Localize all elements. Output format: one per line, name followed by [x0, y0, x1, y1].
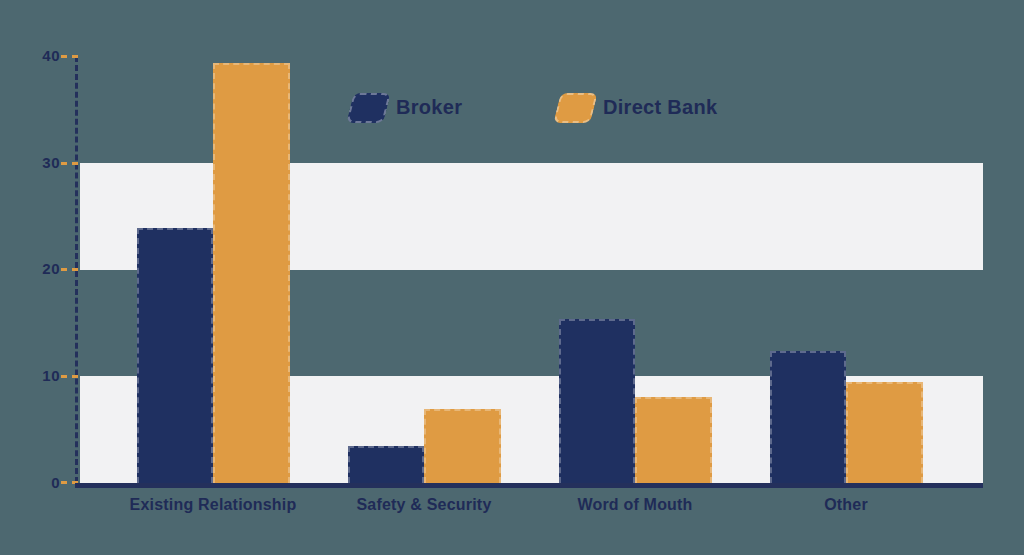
x-category-label-other: Other — [726, 496, 966, 514]
y-tick-40 — [61, 55, 78, 58]
bar-direct-bank-existing-relationship — [213, 63, 290, 483]
y-tick-label-10: 10 — [14, 367, 60, 385]
legend-swatch-broker — [346, 93, 390, 123]
y-tick-10 — [61, 375, 78, 378]
bar-chart: 40 30 20 10 0 Broker Direct Bank Existin… — [0, 0, 1024, 555]
bar-direct-bank-word-of-mouth — [635, 397, 712, 483]
x-category-label-word-of-mouth: Word of Mouth — [515, 496, 755, 514]
bar-direct-bank-other — [846, 382, 923, 483]
y-tick-20 — [61, 268, 78, 271]
y-tick-label-20: 20 — [14, 260, 60, 278]
bar-broker-word-of-mouth — [559, 319, 635, 483]
x-category-label-existing-relationship: Existing Relationship — [93, 496, 333, 514]
bar-direct-bank-safety-security — [424, 409, 501, 483]
y-tick-label-30: 30 — [14, 154, 60, 172]
legend-swatch-direct-bank — [553, 93, 597, 123]
y-tick-label-0: 0 — [14, 474, 60, 492]
y-tick-label-40: 40 — [14, 47, 60, 65]
legend-label-direct-bank: Direct Bank — [603, 96, 717, 119]
bar-broker-other — [770, 351, 846, 483]
bar-broker-existing-relationship — [137, 228, 213, 483]
x-axis-line — [75, 483, 983, 488]
legend-label-broker: Broker — [396, 96, 462, 119]
bar-broker-safety-security — [348, 446, 424, 483]
y-tick-30 — [61, 162, 78, 165]
x-category-label-safety-security: Safety & Security — [304, 496, 544, 514]
